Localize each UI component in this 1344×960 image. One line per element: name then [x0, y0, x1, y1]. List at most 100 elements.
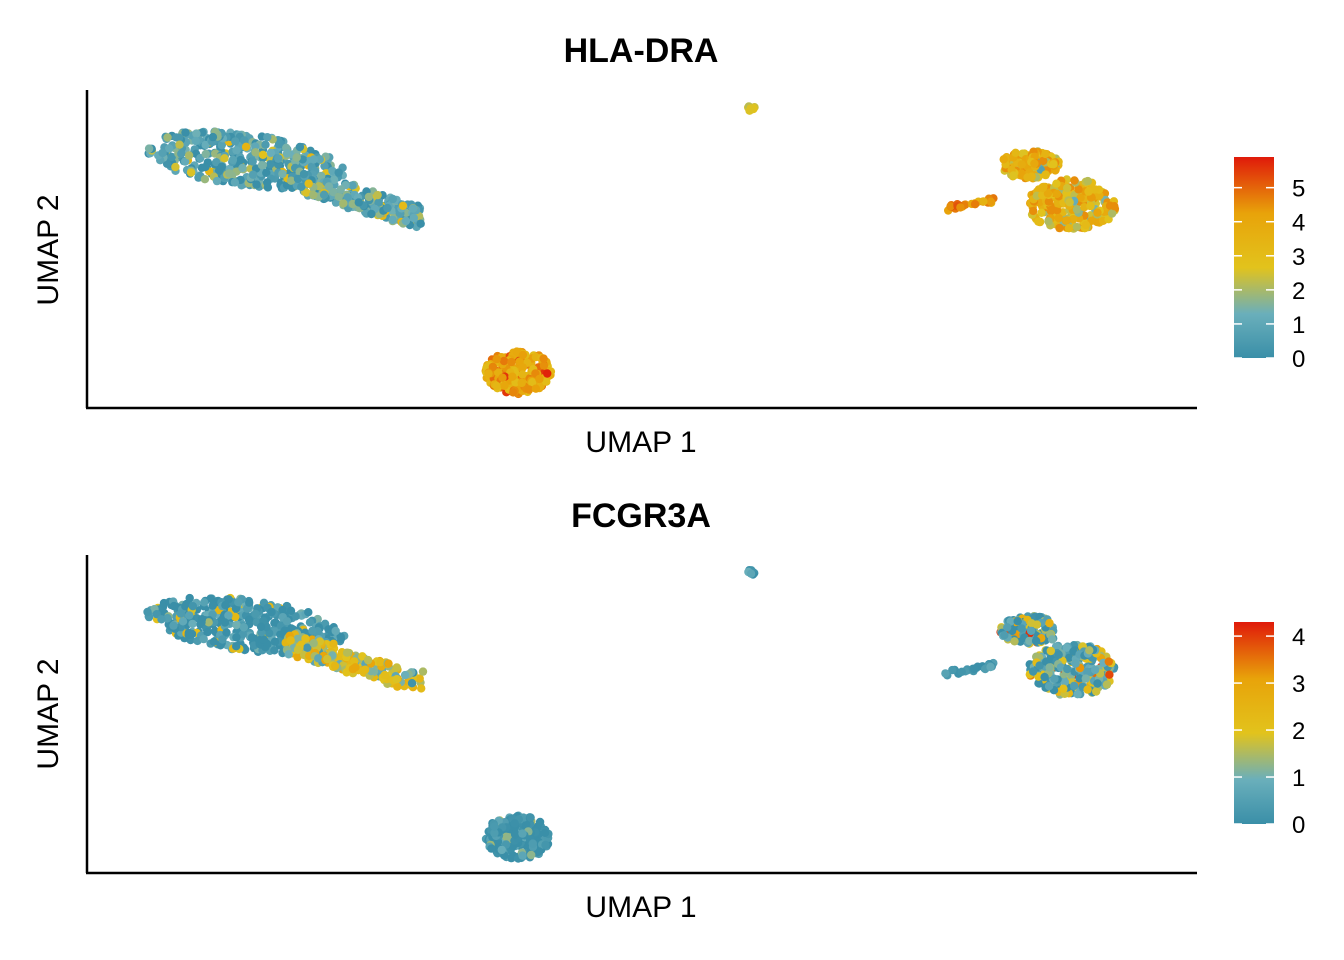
cell-point-right-large — [1044, 217, 1053, 226]
cell-point-left-upper — [251, 609, 260, 619]
cell-point-left-tail — [317, 171, 326, 181]
cell-point-right-large — [1070, 176, 1079, 185]
cell-point-left-upper — [169, 621, 178, 630]
cell-point-right-large — [1083, 176, 1093, 186]
cell-point-left-tail — [388, 194, 397, 204]
cell-point-left-upper — [261, 140, 270, 149]
cell-point-right-large — [1081, 220, 1091, 230]
cell-point-right-large — [1017, 160, 1026, 169]
cell-point-right-streak — [941, 669, 950, 678]
cell-point-right-large — [1023, 173, 1032, 182]
cell-point-left-upper — [209, 637, 219, 646]
cell-point-left-upper — [292, 153, 301, 162]
cell-point-bottom — [498, 373, 507, 382]
cell-point-left-upper — [247, 633, 257, 642]
cell-point-bottom — [507, 853, 516, 863]
cell-point-left-tail — [336, 185, 345, 194]
cell-point-bottom — [492, 381, 501, 391]
cell-point-right-large — [1068, 215, 1078, 224]
cell-point-bottom — [517, 378, 526, 388]
cell-point-bottom — [518, 851, 527, 860]
cell-point-right-large — [1064, 653, 1074, 662]
cell-point-bottom — [524, 385, 534, 394]
cell-point-top-small — [746, 104, 755, 113]
cell-point-right-large — [1039, 156, 1048, 166]
cell-point-left-upper — [200, 175, 210, 184]
cell-point-left-tail — [286, 176, 296, 185]
cell-point-right-large — [1059, 684, 1068, 693]
cell-point-left-tail — [354, 198, 363, 207]
cell-point-left-upper — [231, 137, 240, 146]
cell-point-left-tail — [415, 674, 424, 683]
cell-point-right-large — [1062, 643, 1071, 652]
cell-point-left-tail — [408, 204, 418, 213]
cell-point-left-tail — [293, 652, 302, 662]
cell-point-right-large — [1093, 208, 1102, 217]
x-axis-label: UMAP 1 — [585, 426, 696, 459]
cell-point-right-large — [1000, 631, 1009, 640]
cell-point-right-large — [1086, 201, 1095, 211]
cell-point-left-tail — [380, 670, 389, 680]
cell-point-left-upper — [259, 635, 268, 644]
cell-point-left-tail — [367, 209, 376, 219]
cell-point-bottom — [488, 362, 498, 372]
cell-point-right-large — [1028, 667, 1038, 676]
cell-point-left-upper — [248, 157, 257, 166]
cell-point-left-tail — [417, 684, 426, 693]
cell-point-right-large — [1040, 672, 1049, 682]
cell-point-right-large — [1049, 160, 1058, 169]
cell-point-left-tail — [339, 199, 348, 208]
cell-point-bottom — [540, 828, 550, 837]
cell-point-left-tail — [376, 657, 385, 667]
cell-point-bottom — [492, 355, 501, 364]
cell-point-left-upper — [167, 152, 176, 162]
cell-point-left-upper — [184, 630, 193, 640]
colorbar — [1234, 622, 1274, 824]
x-axis-label: UMAP 1 — [585, 891, 696, 924]
cell-point-left-upper — [251, 142, 260, 151]
cell-point-right-large — [1009, 171, 1018, 180]
cell-point-right-large — [1060, 677, 1070, 687]
cell-point-right-large — [1044, 682, 1054, 691]
cell-point-left-upper — [200, 598, 209, 607]
cell-point-left-upper — [331, 626, 340, 636]
cell-point-bottom — [484, 369, 493, 378]
cell-point-right-large — [1026, 626, 1036, 636]
cell-point-right-large — [1032, 620, 1042, 629]
cell-point-left-upper — [241, 142, 251, 151]
colorbar-tick-label: 4 — [1292, 210, 1305, 237]
cell-point-right-large — [1030, 159, 1039, 168]
cell-point-bottom — [543, 369, 552, 378]
cell-point-right-large — [1107, 209, 1117, 218]
cell-point-left-upper — [178, 617, 188, 626]
cell-point-left-upper — [221, 601, 230, 610]
cell-point-right-large — [1090, 665, 1100, 675]
cell-point-left-upper — [222, 628, 231, 637]
cell-point-right-large — [1011, 148, 1020, 157]
cell-point-left-upper — [251, 148, 260, 157]
cell-point-left-tail — [388, 215, 397, 225]
cell-point-left-upper — [220, 618, 230, 627]
cell-point-bottom — [526, 813, 535, 822]
cell-point-right-large — [1034, 217, 1043, 226]
cell-point-right-large — [1083, 685, 1092, 694]
cell-point-bottom — [490, 828, 499, 838]
cell-point-left-upper — [266, 160, 275, 169]
cell-point-left-tail — [383, 203, 392, 213]
cell-point-right-large — [1110, 202, 1119, 211]
cell-point-right-large — [1055, 223, 1064, 233]
cell-point-left-upper — [171, 162, 180, 172]
cell-point-right-streak — [986, 197, 995, 206]
cell-point-right-large — [1063, 183, 1072, 193]
cell-point-right-large — [1045, 663, 1054, 672]
cell-point-left-upper — [336, 632, 345, 641]
cell-point-bottom — [539, 361, 549, 370]
cell-point-right-large — [1084, 187, 1093, 196]
cell-point-right-large — [1093, 679, 1102, 688]
cell-point-left-upper — [201, 162, 210, 172]
cell-point-bottom — [541, 840, 550, 850]
cell-point-left-tail — [309, 639, 318, 648]
cell-point-left-upper — [234, 598, 243, 607]
cell-point-left-upper — [304, 608, 313, 617]
